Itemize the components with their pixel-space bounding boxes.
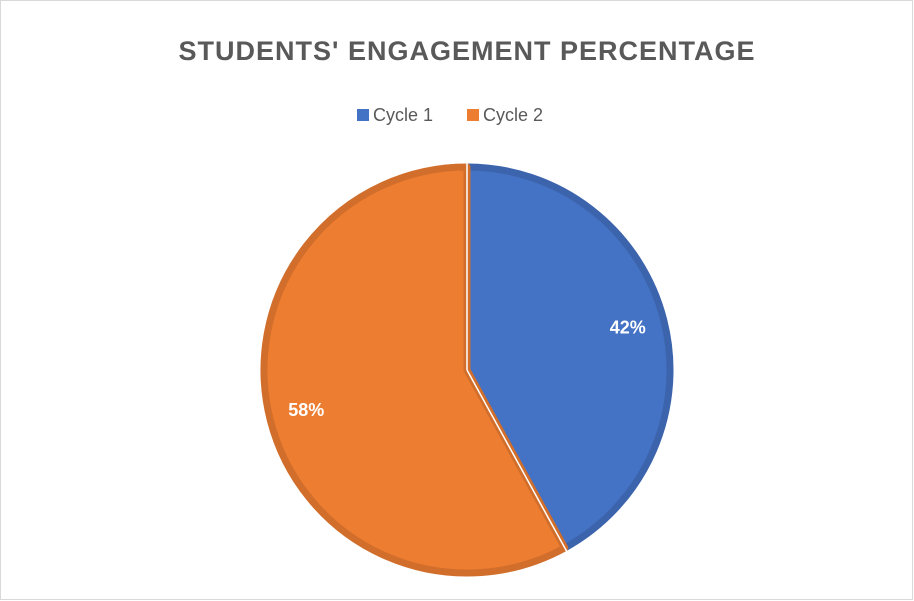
slice-separator bbox=[466, 369, 568, 552]
data-label: 42% bbox=[610, 317, 646, 337]
pie-slice bbox=[463, 163, 674, 552]
data-label: 58% bbox=[288, 400, 324, 420]
legend-label: Cycle 2 bbox=[483, 105, 543, 125]
pie-slice bbox=[260, 163, 569, 577]
legend-label: Cycle 1 bbox=[373, 105, 433, 125]
legend-swatch bbox=[467, 109, 479, 121]
legend-swatch bbox=[357, 109, 369, 121]
chart-title: STUDENTS' ENGAGEMENT PERCENTAGE bbox=[179, 36, 756, 66]
